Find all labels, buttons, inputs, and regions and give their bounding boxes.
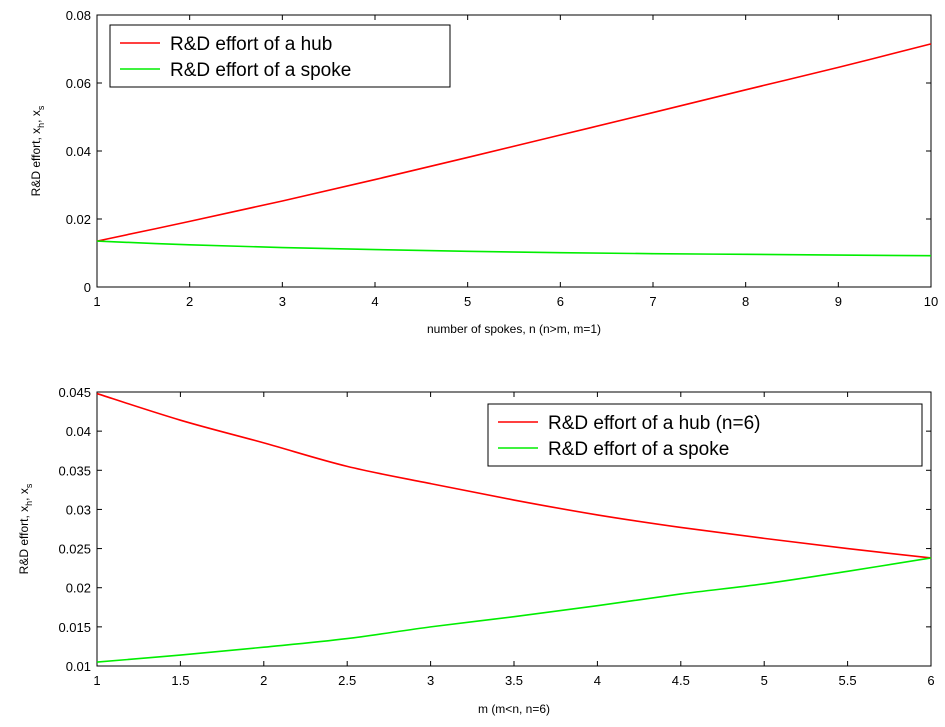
chart-panel-1: 1 2 3 4 5 6 7 8 9 10 0 0.02 0.04 0.06 0.08 number of sp…	[29, 8, 938, 336]
x-tick-label: 5	[464, 294, 471, 309]
y-tick-label: 0.01	[66, 659, 91, 674]
legend-entry: R&D effort of a hub (n=6)	[548, 413, 760, 434]
series-line-hub	[96, 392, 932, 559]
series-line-spoke	[96, 557, 932, 663]
x-tick-label: 6	[927, 673, 934, 688]
x-tick-label: 3.5	[505, 673, 523, 688]
legend-entry: R&D effort of a spoke	[548, 439, 729, 460]
x-tick-label: 10	[924, 294, 938, 309]
y-tick-label: 0.03	[66, 502, 91, 517]
y-tick-label: 0.06	[66, 76, 91, 91]
x-tick-label: 5.5	[839, 673, 857, 688]
y-tick-label: 0	[84, 280, 91, 295]
y-tick-label: 0.045	[58, 385, 91, 400]
y-tick-label: 0.025	[58, 542, 91, 557]
series-line-hub	[96, 43, 932, 242]
x-tick-label: 3	[279, 294, 286, 309]
y-tick-label: 0.035	[58, 463, 91, 478]
chart-panel-2: 1 1.5 2 2.5 3 3.5 4 4.5 5 5.5 6 0.01 0.015 0.02 0.025 0…	[17, 385, 935, 716]
x-axis-label: m (m<n, n=6)	[478, 702, 550, 716]
y-tick-label: 0.04	[66, 144, 91, 159]
y-tick-label: 0.015	[58, 620, 91, 635]
x-tick-label: 3	[427, 673, 434, 688]
series-line-spoke	[96, 240, 932, 257]
y-axis-label: R&D effort, xh, xs	[29, 105, 46, 196]
x-tick-label: 2.5	[338, 673, 356, 688]
y-axis-label: R&D effort, xh, xs	[17, 483, 34, 574]
x-tick-label: 1	[93, 673, 100, 688]
x-tick-label: 2	[260, 673, 267, 688]
x-tick-label: 4.5	[672, 673, 690, 688]
x-tick-label: 4	[371, 294, 378, 309]
x-tick-label: 5	[761, 673, 768, 688]
y-tick-label: 0.02	[66, 581, 91, 596]
x-tick-label: 9	[835, 294, 842, 309]
legend: R&D effort of a hub (n=6) R&D effort of a…	[487, 403, 923, 467]
y-tick-label: 0.02	[66, 212, 91, 227]
legend-box	[109, 24, 451, 88]
legend-entry: R&D effort of a hub	[170, 34, 332, 55]
x-tick-label: 7	[649, 294, 656, 309]
x-tick-label: 1	[93, 294, 100, 309]
legend-entry: R&D effort of a spoke	[170, 60, 351, 81]
y-tick-label: 0.04	[66, 424, 91, 439]
y-tick-label: 0.08	[66, 8, 91, 23]
x-tick-label: 1.5	[171, 673, 189, 688]
x-axis-label: number of spokes, n (n>m, m=1)	[427, 322, 601, 336]
x-tick-label: 8	[742, 294, 749, 309]
x-tick-label: 4	[594, 673, 601, 688]
legend-box	[487, 403, 923, 467]
x-tick-label: 6	[557, 294, 564, 309]
legend: R&D effort of a hub R&D effort of a spoke	[109, 24, 451, 88]
x-tick-label: 2	[186, 294, 193, 309]
